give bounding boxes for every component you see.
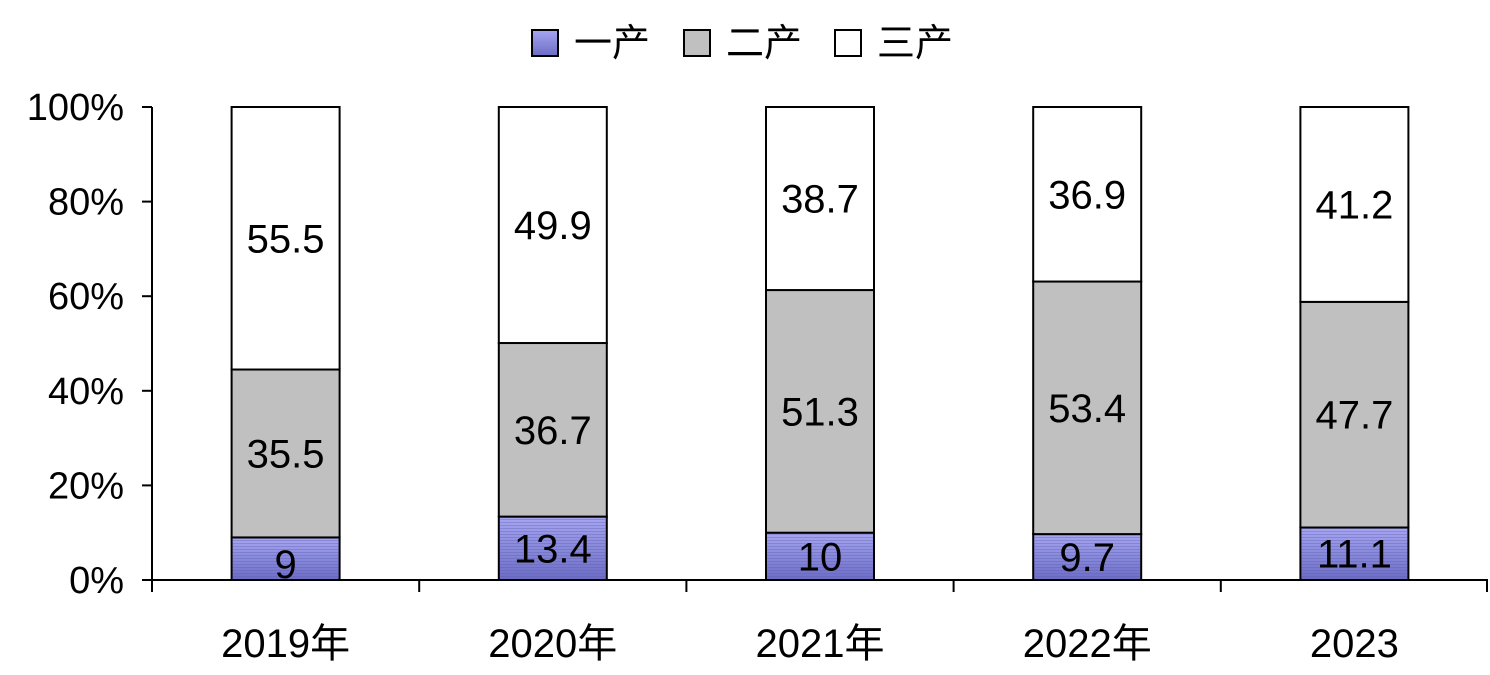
y-tick-label: 80% [48, 182, 124, 224]
bars [230, 106, 1410, 582]
y-tick-label: 0% [69, 560, 124, 602]
x-category-label: 2023 [1310, 622, 1399, 666]
bar-segment-texture [499, 517, 606, 579]
legend: 一产 二产 三产 [531, 21, 953, 65]
y-tick-label: 20% [48, 465, 124, 507]
bar-segment [1032, 106, 1143, 283]
data-label: 10 [798, 535, 843, 579]
data-label: 53.4 [1048, 387, 1126, 431]
bar-segment-texture [232, 538, 339, 579]
data-label: 55.5 [247, 217, 325, 261]
data-label: 9 [274, 543, 296, 587]
bar-segment [1299, 106, 1410, 303]
y-tick-label: 40% [48, 371, 124, 413]
y-tick-label: 100% [27, 87, 124, 129]
legend-swatch [683, 29, 711, 57]
data-labels: 9 35.5 55.5 13.4 36.7 49.9 10 51.3 38.7 9.7 53.4 36… [247, 173, 1394, 587]
x-category-label: 2020年 [488, 622, 617, 666]
data-label: 11.1 [1317, 533, 1392, 577]
legend-swatch [834, 29, 862, 57]
bar-segment [497, 342, 608, 518]
y-tick-label: 60% [48, 276, 124, 318]
x-category-label: 2022年 [1023, 622, 1152, 666]
data-label: 13.4 [514, 527, 592, 571]
data-label: 51.3 [781, 390, 859, 434]
legend-label: 一产 [574, 21, 650, 65]
legend-swatch [531, 29, 559, 57]
bar-segment [765, 289, 875, 534]
legend-label: 三产 [877, 21, 953, 65]
bar-segment [230, 106, 341, 371]
bar-segment [497, 106, 608, 345]
bar-segment [1032, 280, 1143, 536]
bar-segment [1299, 300, 1410, 529]
axes: 0% 20% 40% 60% 80% 100% 2019年 2020年 2021年 2022年 20… [27, 87, 1488, 666]
data-label: 36.9 [1048, 173, 1126, 217]
bar-segment [230, 368, 341, 539]
x-category-label: 2019年 [221, 622, 350, 666]
x-category-label: 2021年 [756, 622, 885, 666]
bar-segment-texture [1301, 528, 1408, 579]
data-label: 9.7 [1059, 536, 1115, 580]
legend-label: 二产 [726, 21, 802, 65]
data-label: 49.9 [514, 204, 592, 248]
bar-segment-texture [1034, 535, 1141, 579]
data-label: 35.5 [247, 432, 325, 476]
bar-segment-texture [767, 533, 873, 579]
data-label: 47.7 [1315, 394, 1393, 438]
data-label: 41.2 [1315, 183, 1393, 227]
data-label: 36.7 [514, 409, 592, 453]
data-label: 38.7 [781, 178, 859, 222]
bar-segment [765, 106, 875, 292]
